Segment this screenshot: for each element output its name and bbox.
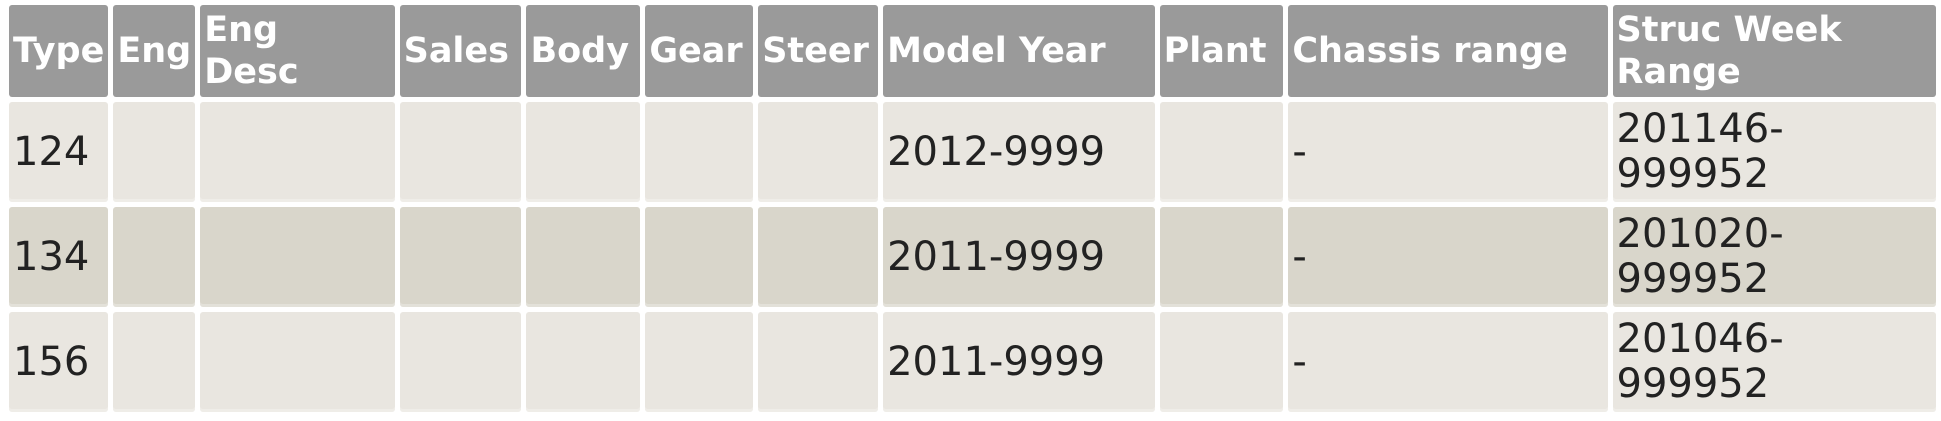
cell-value: 201020-999952 xyxy=(1616,211,1784,302)
column-header-label: Type xyxy=(13,31,105,71)
cell-chassis-range: - xyxy=(1288,102,1608,202)
cell-plant xyxy=(1159,207,1284,307)
cell-eng-desc xyxy=(200,207,395,307)
cell-sales xyxy=(399,207,522,307)
cell-model-year: 2011-9999 xyxy=(883,207,1155,307)
column-header-type: Type xyxy=(9,5,109,97)
cell-struc-week-range: 201146-999952 xyxy=(1612,102,1936,202)
column-header-label: Chassis range xyxy=(1292,31,1568,71)
table-row: 134 2011-9999 - 201020-999952 xyxy=(9,207,1936,307)
column-header-body: Body xyxy=(526,5,641,97)
cell-sales xyxy=(399,312,522,412)
cell-model-year: 2012-9999 xyxy=(883,102,1155,202)
cell-steer xyxy=(758,207,879,307)
cell-eng xyxy=(113,312,196,412)
cell-type: 156 xyxy=(9,312,109,412)
cell-value: 201046-999952 xyxy=(1616,316,1784,407)
cell-value: 201146-999952 xyxy=(1616,106,1784,197)
cell-struc-week-range: 201046-999952 xyxy=(1612,312,1936,412)
cell-gear xyxy=(645,102,754,202)
column-header-label: Plant xyxy=(1163,31,1267,71)
column-header-label: Body xyxy=(530,31,630,71)
column-header-struc-week-range: Struc Week Range xyxy=(1612,5,1936,97)
column-header-eng-desc: Eng Desc xyxy=(200,5,395,97)
cell-gear xyxy=(645,207,754,307)
cell-value: 2011-9999 xyxy=(887,233,1106,280)
column-header-label: Gear xyxy=(649,31,743,71)
column-header-label: Model Year xyxy=(887,31,1106,71)
cell-steer xyxy=(758,312,879,412)
column-header-steer: Steer xyxy=(758,5,879,97)
cell-eng xyxy=(113,207,196,307)
column-header-model-year: Model Year xyxy=(883,5,1155,97)
column-header-eng: Eng xyxy=(113,5,196,97)
cell-value: 124 xyxy=(13,128,90,175)
cell-chassis-range: - xyxy=(1288,312,1608,412)
cell-plant xyxy=(1159,312,1284,412)
cell-eng-desc xyxy=(200,312,395,412)
cell-plant xyxy=(1159,102,1284,202)
cell-value: 134 xyxy=(13,233,90,280)
cell-eng xyxy=(113,102,196,202)
cell-value: - xyxy=(1292,338,1307,385)
cell-gear xyxy=(645,312,754,412)
column-header-plant: Plant xyxy=(1159,5,1284,97)
cell-model-year: 2011-9999 xyxy=(883,312,1155,412)
cell-chassis-range: - xyxy=(1288,207,1608,307)
column-header-label: Eng Desc xyxy=(204,10,299,92)
cell-type: 124 xyxy=(9,102,109,202)
cell-type: 134 xyxy=(9,207,109,307)
cell-value: - xyxy=(1292,128,1307,175)
cell-body xyxy=(526,102,641,202)
column-header-label: Struc Week Range xyxy=(1616,10,1842,92)
table-header-row: Type Eng Eng Desc Sales Body Gear Steer Model Y… xyxy=(9,5,1936,97)
column-header-sales: Sales xyxy=(399,5,522,97)
cell-value: - xyxy=(1292,233,1307,280)
table-row: 156 2011-9999 - 201046-999952 xyxy=(9,312,1936,412)
cell-eng-desc xyxy=(200,102,395,202)
cell-value: 156 xyxy=(13,338,90,385)
column-header-label: Steer xyxy=(762,31,869,71)
cell-body xyxy=(526,312,641,412)
cell-body xyxy=(526,207,641,307)
column-header-label: Eng xyxy=(117,31,192,71)
column-header-label: Sales xyxy=(403,31,510,71)
cell-struc-week-range: 201020-999952 xyxy=(1612,207,1936,307)
cell-value: 2011-9999 xyxy=(887,338,1106,385)
column-header-chassis-range: Chassis range xyxy=(1288,5,1608,97)
cell-value: 2012-9999 xyxy=(887,128,1106,175)
column-header-gear: Gear xyxy=(645,5,754,97)
table-row: 124 2012-9999 - 201146-999952 xyxy=(9,102,1936,202)
cell-sales xyxy=(399,102,522,202)
vehicle-spec-table: Type Eng Eng Desc Sales Body Gear Steer Model Y… xyxy=(4,0,1941,417)
cell-steer xyxy=(758,102,879,202)
